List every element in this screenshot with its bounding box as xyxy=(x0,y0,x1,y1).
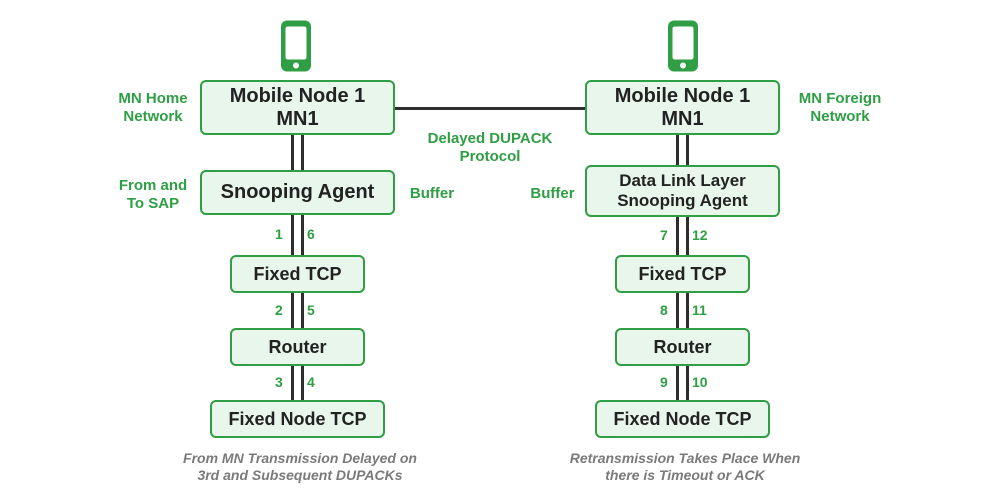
edge xyxy=(676,135,679,165)
edge xyxy=(676,293,679,328)
edge xyxy=(676,217,679,255)
node-routerL: Router xyxy=(230,328,365,366)
edge xyxy=(291,366,294,400)
edge xyxy=(291,135,294,170)
edge-num: 4 xyxy=(307,374,315,390)
edge xyxy=(291,293,294,328)
edge xyxy=(686,135,689,165)
edge-num: 9 xyxy=(660,374,668,390)
node-routerR: Router xyxy=(615,328,750,366)
edge xyxy=(301,366,304,400)
node-snoopR: Data Link LayerSnooping Agent xyxy=(585,165,780,217)
edge xyxy=(686,293,689,328)
edge-num: 6 xyxy=(307,226,315,242)
edge-num: 5 xyxy=(307,302,315,318)
node-fnodeL: Fixed Node TCP xyxy=(210,400,385,438)
node-ftcpR: Fixed TCP xyxy=(615,255,750,293)
edge-num: 11 xyxy=(692,302,707,318)
edge xyxy=(301,135,304,170)
edge xyxy=(301,215,304,255)
edge-num: 12 xyxy=(692,227,708,243)
edge-num: 2 xyxy=(275,302,283,318)
edge-top xyxy=(395,107,585,110)
caption-1: Retransmission Takes Place Whenthere is … xyxy=(555,450,815,484)
node-ftcpL: Fixed TCP xyxy=(230,255,365,293)
edge-num: 3 xyxy=(275,374,283,390)
side-label-5: MN ForeignNetwork xyxy=(790,90,890,126)
edge-num: 7 xyxy=(660,227,668,243)
edge-num: 10 xyxy=(692,374,708,390)
side-label-1: From andTo SAP xyxy=(108,177,198,213)
edge xyxy=(291,215,294,255)
edge xyxy=(301,293,304,328)
edge xyxy=(676,366,679,400)
phone-icon xyxy=(665,18,701,74)
node-fnodeR: Fixed Node TCP xyxy=(595,400,770,438)
edge xyxy=(686,217,689,255)
node-mn1L: Mobile Node 1MN1 xyxy=(200,80,395,135)
edge-num: 8 xyxy=(660,302,668,318)
edge-num: 1 xyxy=(275,226,283,242)
side-label-3: Delayed DUPACKProtocol xyxy=(405,130,575,166)
edge xyxy=(686,366,689,400)
node-mn1R: Mobile Node 1MN1 xyxy=(585,80,780,135)
side-label-2: Buffer xyxy=(402,185,462,203)
phone-icon xyxy=(278,18,314,74)
node-snoopL: Snooping Agent xyxy=(200,170,395,215)
side-label-4: Buffer xyxy=(525,185,580,203)
caption-0: From MN Transmission Delayed on3rd and S… xyxy=(170,450,430,484)
side-label-0: MN HomeNetwork xyxy=(108,90,198,126)
